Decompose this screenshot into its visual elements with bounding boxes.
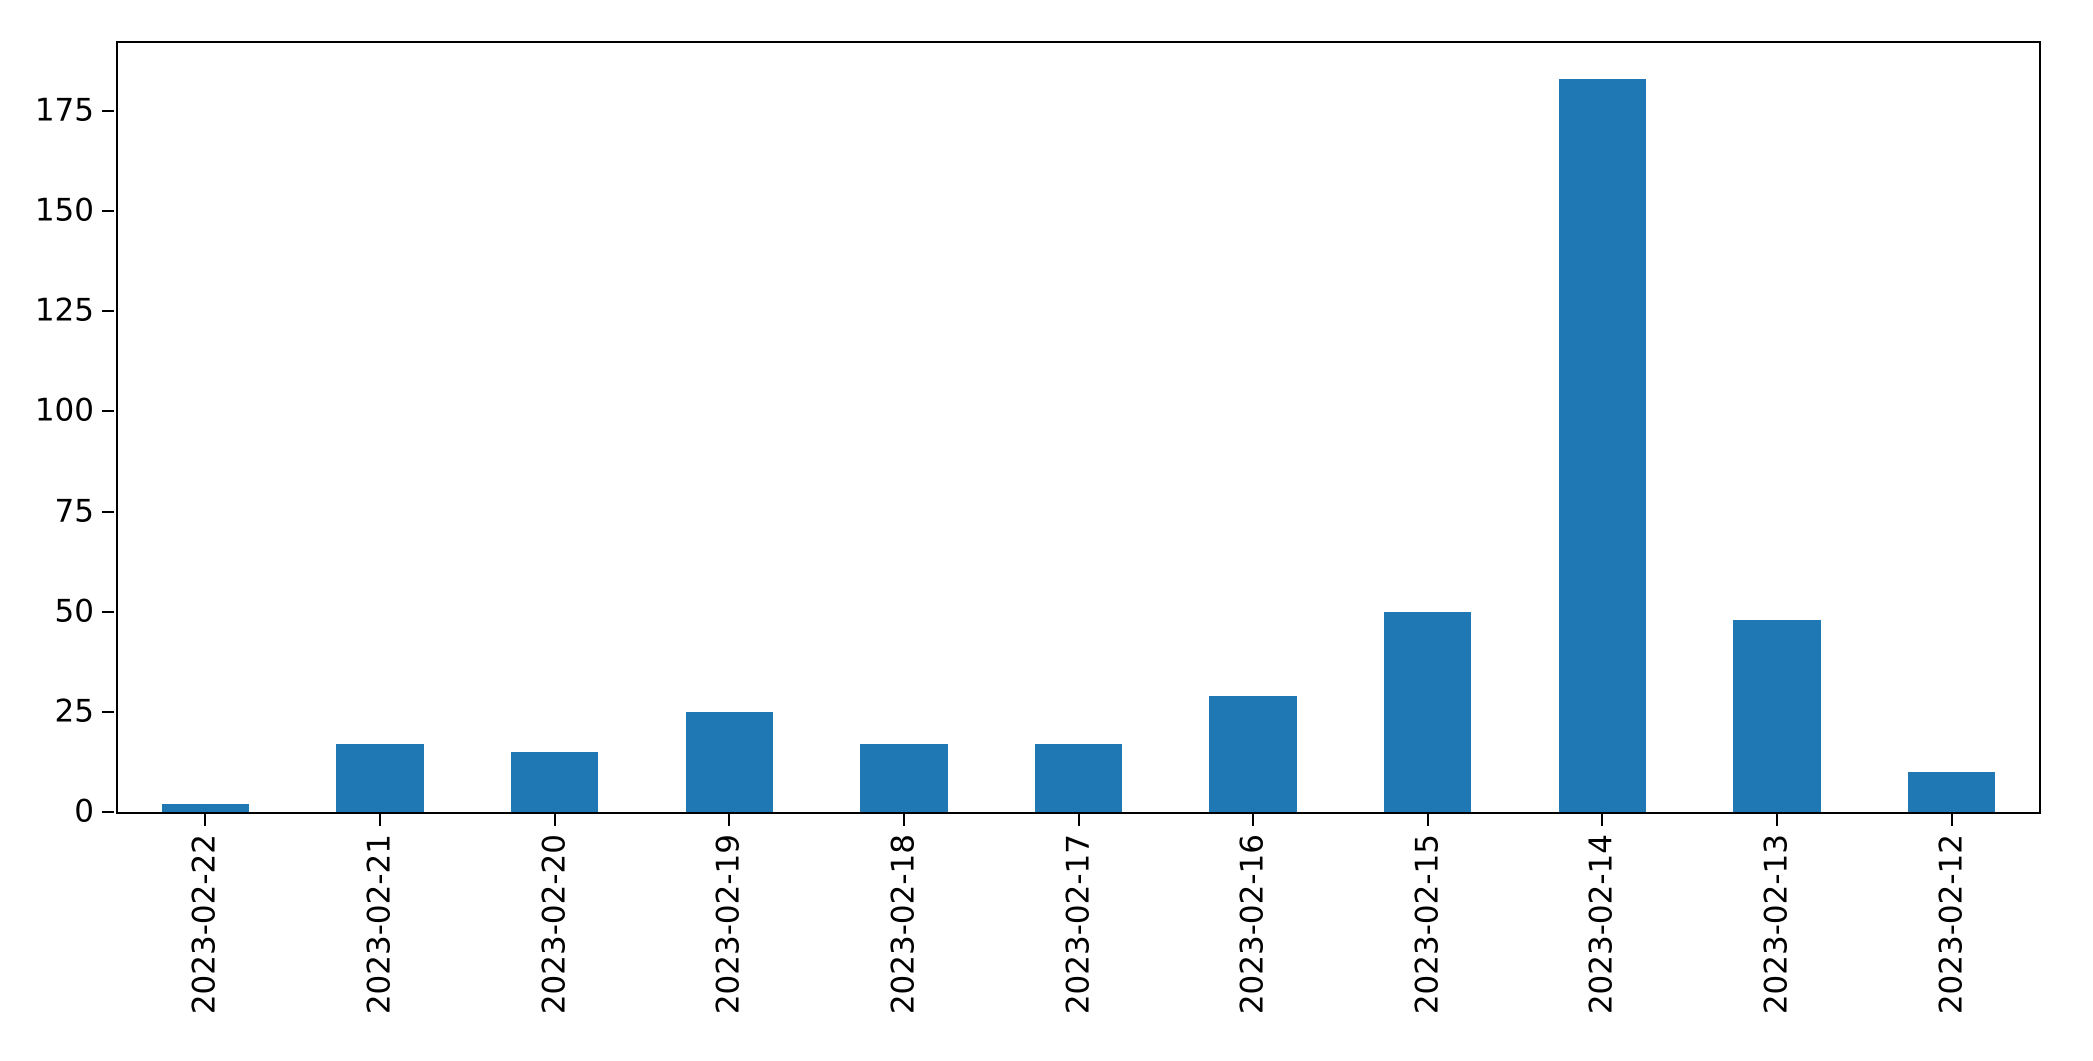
y-tick-label: 75 [54,493,94,530]
x-tick-label: 2023-02-17 [1060,834,1096,1015]
bar [860,743,948,812]
y-tick-mark [102,110,114,113]
bar [1209,695,1297,812]
y-tick-mark [102,811,114,813]
x-tick-label: 2023-02-21 [361,834,398,1015]
bar [1908,771,1996,812]
bar [685,711,773,812]
y-tick-mark [102,210,114,213]
x-tick-mark [1426,814,1429,826]
y-tick-mark [102,410,114,413]
x-tick-label: 2023-02-18 [885,834,922,1015]
y-tick-mark [102,610,114,613]
y-tick-label: 25 [54,693,94,730]
x-tick-label: 2023-02-14 [1583,834,1620,1015]
x-tick-mark [728,814,731,826]
x-tick-label: 2023-02-16 [1234,834,1271,1015]
bar [161,804,249,812]
plot-area: 2023-02-22 2023-02-21 2023-02-20 2023-02-19… [35,41,2041,1014]
y-tick-label: 150 [34,192,94,229]
bar [1034,743,1123,812]
x-tick-mark [378,814,381,826]
y-tick-label: 175 [34,92,94,129]
y-tick-mark [102,710,114,713]
x-tick-mark [1252,814,1255,826]
x-tick-label: 2023-02-20 [536,834,573,1015]
x-tick-mark [1077,814,1080,826]
x-tick-mark [1950,814,1953,826]
x-tick-mark [553,814,556,826]
x-tick-mark [1601,814,1604,826]
bars-container [118,43,2039,812]
y-tick-mark [102,310,114,313]
y-tick-label: 100 [34,392,94,429]
x-tick-label: 2023-02-19 [710,834,747,1015]
x-tick-label: 2023-02-22 [186,834,223,1015]
bar [1558,79,1647,812]
y-tick-label: 125 [34,292,94,329]
x-tick-label: 2023-02-13 [1758,834,1795,1015]
x-tick-label: 2023-02-15 [1409,834,1446,1015]
bar [336,743,424,812]
bar [1384,611,1472,812]
x-tick-mark [902,814,905,826]
x-tick-mark [1776,814,1779,826]
bar [1733,619,1821,812]
bar [510,751,599,812]
y-tick-label: 50 [54,593,94,630]
y-tick-label: 0 [74,793,94,830]
x-tick-mark [204,814,207,826]
x-tick-label: 2023-02-12 [1933,834,1970,1015]
y-tick-mark [102,510,114,513]
